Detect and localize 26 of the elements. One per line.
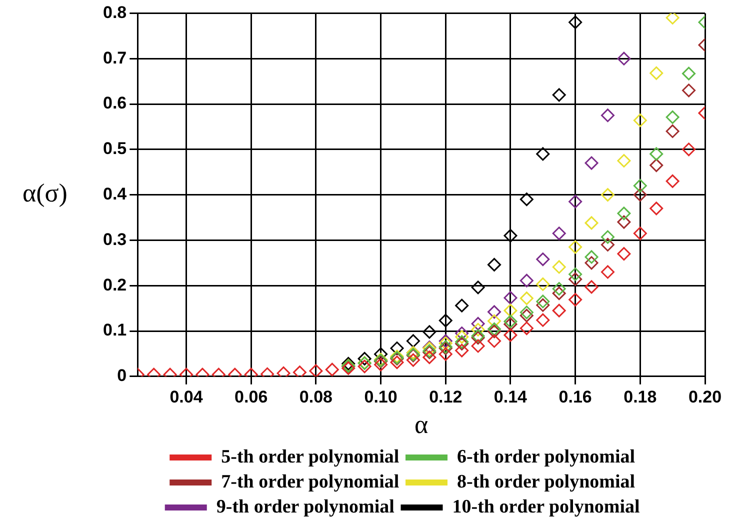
- y-tick-label: 0.5: [102, 139, 127, 158]
- y-tick-label: 0.3: [102, 230, 127, 249]
- legend-label: 10-th order polynomial: [452, 496, 640, 518]
- y-axis-title: α(σ): [22, 178, 68, 208]
- x-tick-label: 0.06: [234, 387, 268, 406]
- x-tick-label: 0.18: [624, 387, 657, 406]
- legend-label: 5-th order polynomial: [221, 446, 400, 468]
- y-tick-label: 0: [117, 366, 127, 386]
- legend-label: 7-th order polynomial: [221, 471, 400, 492]
- x-tick-label: 0.20: [688, 387, 722, 406]
- y-tick-label: 0.7: [102, 48, 127, 68]
- legend-label: 8-th order polynomial: [457, 471, 636, 492]
- y-tick-label: 0.8: [102, 2, 127, 22]
- x-tick-label: 0.08: [299, 387, 332, 406]
- x-tick-label: 0.16: [558, 387, 592, 406]
- x-axis-title: α: [414, 410, 429, 440]
- x-tick-label: 0.10: [364, 387, 398, 406]
- y-tick-label: 0.4: [102, 184, 128, 204]
- y-tick-label: 0.2: [102, 275, 127, 294]
- x-tick-label: 0.04: [170, 387, 204, 406]
- x-tick-label: 0.12: [429, 387, 462, 406]
- legend-label: 9-th order polynomial: [216, 496, 394, 518]
- y-tick-label: 0.1: [102, 320, 127, 340]
- x-tick-label: 0.14: [494, 387, 528, 406]
- legend-label: 6-th order polynomial: [457, 446, 636, 468]
- y-tick-label: 0.6: [102, 94, 127, 113]
